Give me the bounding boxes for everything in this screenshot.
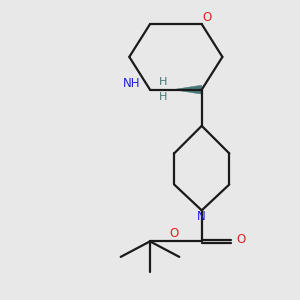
Text: O: O bbox=[237, 233, 246, 246]
Text: NH: NH bbox=[123, 77, 141, 90]
Polygon shape bbox=[172, 85, 202, 94]
Text: O: O bbox=[169, 227, 179, 240]
Text: O: O bbox=[202, 11, 212, 24]
Text: H: H bbox=[159, 77, 167, 87]
Text: H: H bbox=[159, 92, 167, 102]
Text: N: N bbox=[197, 210, 206, 223]
